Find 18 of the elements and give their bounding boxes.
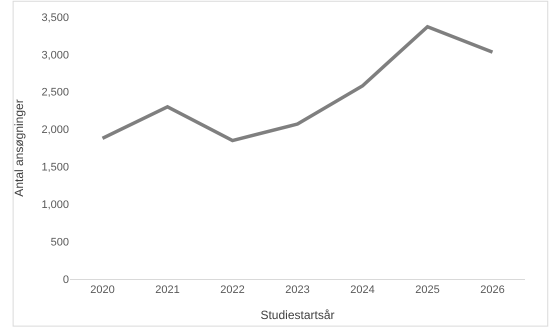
y-axis-title: Antal ansøgninger bbox=[12, 99, 26, 197]
y-tick-label: 3,000 bbox=[41, 49, 69, 62]
y-tick-label: 1,000 bbox=[41, 198, 69, 211]
y-tick-label: 0 bbox=[62, 274, 69, 286]
x-axis-title: Studiestartsår bbox=[260, 308, 335, 322]
x-tick-label: 2022 bbox=[220, 284, 245, 296]
line-series bbox=[100, 24, 494, 142]
x-tick-label: 2026 bbox=[480, 284, 505, 296]
y-tick-label: 3,500 bbox=[41, 12, 69, 24]
x-tick-label: 2025 bbox=[415, 284, 440, 296]
x-tick-label: 2024 bbox=[350, 284, 375, 296]
y-tick-label: 2,500 bbox=[41, 86, 69, 99]
y-tick-label: 2,000 bbox=[41, 124, 69, 136]
x-tick-label: 2023 bbox=[285, 284, 310, 296]
y-tick-label: 500 bbox=[50, 236, 69, 248]
y-tick-label: 1,500 bbox=[41, 162, 69, 174]
x-tick-label: 2020 bbox=[90, 284, 115, 296]
x-tick-label: 2021 bbox=[155, 284, 180, 296]
